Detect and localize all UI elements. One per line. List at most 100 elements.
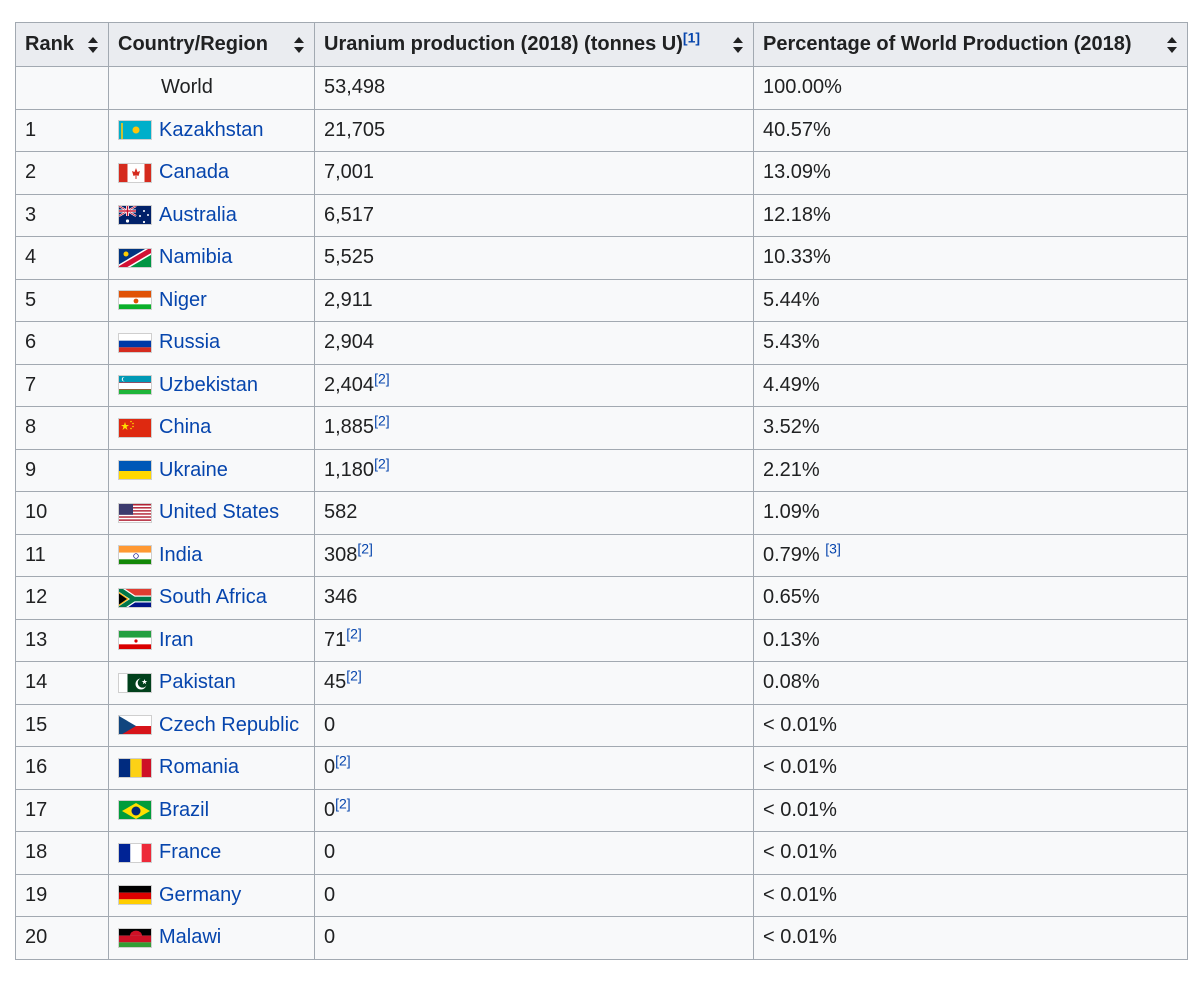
production-reference-link[interactable]: [2] — [357, 540, 373, 557]
production-reference-link[interactable]: [2] — [374, 455, 390, 472]
country-link[interactable]: Niger — [159, 288, 207, 311]
country-link[interactable]: Namibia — [159, 246, 233, 269]
production-value: 346 — [324, 586, 358, 609]
production-reference-link[interactable]: [2] — [335, 795, 351, 812]
pakistan-flag-icon — [118, 672, 152, 693]
production-reference-link[interactable]: [2] — [374, 370, 390, 387]
country-link[interactable]: Pakistan — [159, 671, 236, 694]
sort-icon[interactable] — [87, 36, 99, 53]
country-link[interactable]: Kazakhstan — [159, 118, 264, 141]
percentage-reference-link[interactable]: [3] — [825, 540, 841, 557]
percentage-cell: 12.18% — [753, 193, 1188, 237]
production-value: 582 — [324, 501, 358, 524]
rank-cell: 16 — [15, 746, 109, 790]
rank-cell: 15 — [15, 703, 109, 747]
production-reference-link[interactable]: [2] — [335, 752, 351, 769]
percentage-value: 0.08% — [763, 671, 820, 694]
world-name-cell: World — [108, 66, 315, 110]
country-cell: Kazakhstan — [108, 108, 315, 152]
percentage-column-header[interactable]: Percentage of World Production (2018) — [753, 22, 1188, 67]
country-link[interactable]: South Africa — [159, 586, 267, 609]
country-link[interactable]: Germany — [159, 883, 242, 906]
production-cell: 21,705 — [314, 108, 754, 152]
production-value: 5,525 — [324, 246, 375, 269]
rank-cell: 9 — [15, 448, 109, 492]
country-link[interactable]: Romania — [159, 756, 240, 779]
percentage-value: 4.49% — [763, 373, 820, 396]
table-row: 12 South Africa 346 0.65% — [15, 576, 1188, 620]
country-column-header[interactable]: Country/Region — [108, 22, 315, 67]
percentage-header-label: Percentage of World Production (2018) — [763, 33, 1132, 55]
country-link[interactable]: Malawi — [159, 926, 222, 949]
production-cell: 2,904 — [314, 321, 754, 365]
country-link[interactable]: Iran — [159, 628, 194, 651]
rank-cell: 2 — [15, 151, 109, 195]
percentage-value: 5.44% — [763, 288, 820, 311]
percentage-value: < 0.01% — [763, 841, 837, 864]
country-cell: Russia — [108, 321, 315, 365]
production-reference-link[interactable]: [2] — [346, 667, 362, 684]
production-cell: 45[2] — [314, 661, 754, 705]
percentage-cell: 0.65% — [753, 576, 1188, 620]
table-row: 15 Czech Republic 0 < 0.01% — [15, 703, 1188, 747]
percentage-cell: 1.09% — [753, 491, 1188, 535]
production-reference-link[interactable]: [2] — [374, 412, 390, 429]
production-cell: 346 — [314, 576, 754, 620]
percentage-cell: 4.49% — [753, 363, 1188, 407]
country-link[interactable]: Brazil — [159, 798, 210, 821]
ukraine-flag-icon — [118, 460, 152, 481]
production-value: 0 — [324, 798, 336, 821]
world-rank-cell — [15, 66, 109, 110]
percentage-value: < 0.01% — [763, 926, 837, 949]
country-link[interactable]: Czech Republic — [159, 713, 300, 736]
rank-column-header[interactable]: Rank — [15, 22, 109, 67]
percentage-value: 40.57% — [763, 118, 831, 141]
percentage-value: < 0.01% — [763, 798, 837, 821]
country-link[interactable]: Canada — [159, 161, 230, 184]
rank-cell: 5 — [15, 278, 109, 322]
production-cell: 582 — [314, 491, 754, 535]
production-cell: 0 — [314, 703, 754, 747]
production-cell: 1,885[2] — [314, 406, 754, 450]
table-row: 14 Pakistan 45[2] 0.08% — [15, 661, 1188, 705]
percentage-value: 12.18% — [763, 203, 831, 226]
production-cell: 0 — [314, 916, 754, 960]
percentage-cell: < 0.01% — [753, 746, 1188, 790]
percentage-cell: 2.21% — [753, 448, 1188, 492]
country-cell: Malawi — [108, 916, 315, 960]
sort-icon[interactable] — [293, 36, 305, 53]
country-link[interactable]: India — [159, 543, 203, 566]
country-link[interactable]: Uzbekistan — [159, 373, 258, 396]
table-row: 11 India 308[2] 0.79% [3] — [15, 533, 1188, 577]
country-link[interactable]: Australia — [159, 203, 237, 226]
rank-cell: 4 — [15, 236, 109, 280]
country-link[interactable]: China — [159, 416, 212, 439]
production-cell: 5,525 — [314, 236, 754, 280]
production-header-reference-link[interactable]: [1] — [682, 29, 701, 46]
production-cell: 0[2] — [314, 788, 754, 832]
country-cell: Australia — [108, 193, 315, 237]
niger-flag-icon — [118, 290, 152, 311]
percentage-cell: < 0.01% — [753, 873, 1188, 917]
table-row: 4 Namibia 5,525 10.33% — [15, 236, 1188, 280]
sort-icon[interactable] — [732, 36, 744, 53]
rank-cell: 8 — [15, 406, 109, 450]
percentage-cell: 3.52% — [753, 406, 1188, 450]
france-flag-icon — [118, 842, 152, 863]
country-link[interactable]: United States — [159, 501, 280, 524]
country-cell: Canada — [108, 151, 315, 195]
country-link[interactable]: Ukraine — [159, 458, 228, 481]
table-row: 8 China 1,885[2] 3.52% — [15, 406, 1188, 450]
production-cell: 0 — [314, 831, 754, 875]
table-row: 20 Malawi 0 < 0.01% — [15, 916, 1188, 960]
production-reference-link[interactable]: [2] — [346, 625, 362, 642]
percentage-cell: 10.33% — [753, 236, 1188, 280]
country-link[interactable]: Russia — [159, 331, 221, 354]
percentage-value: 0.13% — [763, 628, 820, 651]
country-link[interactable]: France — [159, 841, 222, 864]
rank-cell: 11 — [15, 533, 109, 577]
table-row: 16 Romania 0[2] < 0.01% — [15, 746, 1188, 790]
production-column-header[interactable]: Uranium production (2018) (tonnes U)[1] — [314, 22, 754, 67]
sort-icon[interactable] — [1166, 36, 1178, 53]
country-cell: Brazil — [108, 788, 315, 832]
